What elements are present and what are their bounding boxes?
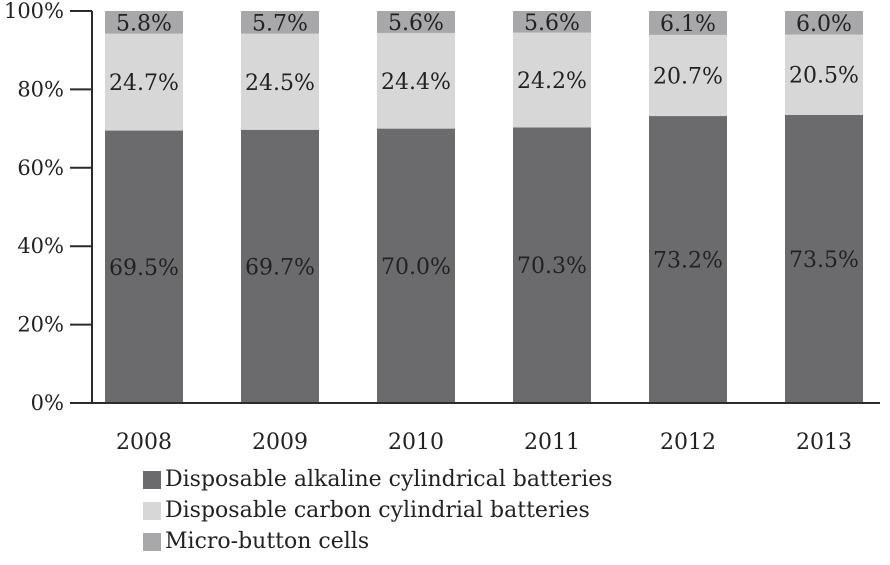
x-categories-layer: 2008 2009 2010 2011 2012 2013 (116, 430, 852, 455)
bar-segment-micro-button-2011 (513, 11, 591, 33)
data-label-alkaline-2008: 69.5% (109, 256, 179, 281)
x-tick-label-2013: 2013 (796, 430, 852, 455)
bar-segment-carbon-2008 (105, 33, 183, 131)
bar-segment-alkaline-2008 (105, 130, 183, 403)
bar-segment-alkaline-2011 (513, 127, 591, 403)
bar-segment-carbon-2009 (241, 33, 319, 130)
legend-item-carbon: Disposable carbon cylindrial batteries (143, 495, 613, 526)
bars-layer (105, 11, 863, 403)
bar-segment-alkaline-2013 (785, 114, 863, 403)
y-tick-label-80: 80% (17, 77, 64, 101)
legend-label-micro-button: Micro-button cells (165, 529, 370, 554)
data-label-micro-button-2011: 5.6% (524, 11, 580, 36)
y-tick-label-20: 20% (17, 313, 64, 337)
x-tick-label-2010: 2010 (388, 430, 444, 455)
data-label-carbon-2008: 24.7% (109, 71, 179, 96)
bar-segment-micro-button-2012 (649, 11, 727, 35)
bar-segment-micro-button-2009 (241, 11, 319, 34)
y-ticks-layer: 0% 20% 40% 60% 80% 100% (4, 0, 92, 415)
axes-layer (70, 11, 880, 404)
y-tick-label-40: 40% (17, 234, 64, 258)
data-label-alkaline-2013: 73.5% (789, 248, 859, 273)
data-labels-layer: 69.5% 24.7% 5.8% 69.7% 24.5% 5.7% 70.0% 24.4% 5.… (109, 11, 859, 281)
legend-label-carbon: Disposable carbon cylindrial batteries (165, 498, 590, 523)
bar-segment-carbon-2011 (513, 32, 591, 128)
bar-segment-carbon-2010 (377, 32, 455, 129)
bar-segment-alkaline-2010 (377, 128, 455, 403)
y-tick-label-60: 60% (17, 156, 64, 180)
data-label-alkaline-2012: 73.2% (653, 249, 723, 274)
data-label-micro-button-2009: 5.7% (252, 11, 308, 36)
data-label-alkaline-2011: 70.3% (517, 254, 587, 279)
y-tick-label-0: 0% (31, 391, 64, 415)
data-label-alkaline-2010: 70.0% (381, 255, 451, 280)
bar-segment-carbon-2012 (649, 34, 727, 117)
legend-swatch-carbon (143, 501, 161, 520)
data-label-alkaline-2009: 69.7% (245, 255, 315, 280)
legend-item-micro-button: Micro-button cells (143, 526, 613, 557)
data-label-carbon-2011: 24.2% (517, 69, 587, 94)
x-tick-label-2008: 2008 (116, 430, 172, 455)
x-tick-label-2011: 2011 (524, 430, 580, 455)
legend-swatch-alkaline (143, 470, 161, 489)
bar-segment-carbon-2013 (785, 34, 863, 115)
legend-label-alkaline: Disposable alkaline cylindrical batterie… (165, 467, 613, 492)
y-tick-label-100: 100% (4, 0, 64, 23)
data-label-micro-button-2013: 6.0% (796, 12, 852, 37)
data-label-carbon-2012: 20.7% (653, 64, 723, 89)
legend-swatch-micro-button (143, 532, 161, 551)
bar-segment-micro-button-2013 (785, 11, 863, 35)
stacked-bar-chart: 69.5% 24.7% 5.8% 69.7% 24.5% 5.7% 70.0% 24.4% 5.… (4, 0, 880, 455)
data-label-micro-button-2012: 6.1% (660, 12, 716, 37)
data-label-micro-button-2010: 5.6% (388, 11, 444, 36)
x-tick-label-2012: 2012 (660, 430, 716, 455)
x-tick-label-2009: 2009 (252, 430, 308, 455)
data-label-carbon-2010: 24.4% (381, 70, 451, 95)
data-label-carbon-2009: 24.5% (245, 71, 315, 96)
bar-segment-micro-button-2010 (377, 11, 455, 33)
legend: Disposable alkaline cylindrical batterie… (143, 464, 613, 557)
legend-item-alkaline: Disposable alkaline cylindrical batterie… (143, 464, 613, 495)
bar-segment-alkaline-2009 (241, 129, 319, 403)
bar-segment-micro-button-2008 (105, 11, 183, 34)
bar-segment-alkaline-2012 (649, 116, 727, 403)
data-label-micro-button-2008: 5.8% (116, 11, 172, 36)
data-label-carbon-2013: 20.5% (789, 64, 859, 89)
